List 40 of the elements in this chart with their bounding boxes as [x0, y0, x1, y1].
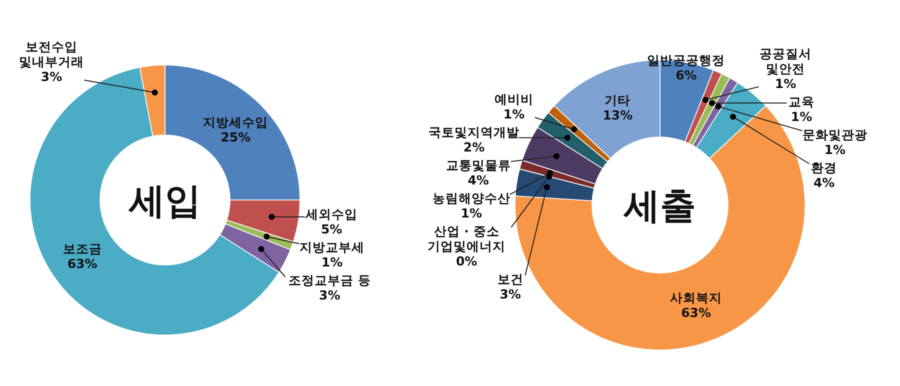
slice-label: 교육	[788, 94, 815, 109]
data-label: 6%	[676, 67, 698, 82]
data-label: 1%	[790, 108, 813, 124]
slice-label: 예비비	[494, 91, 534, 106]
data-label: 4%	[813, 174, 836, 190]
data-label: 63%	[681, 305, 712, 320]
data-label: 5%	[320, 222, 343, 237]
data-label: 1%	[460, 205, 482, 220]
data-label: 3%	[319, 288, 341, 303]
slice-label: 공공질서 및안전	[760, 46, 812, 76]
data-label: 1%	[824, 142, 846, 157]
slice-label: 조정교부금 등	[288, 272, 371, 288]
slice-label: 농림해양수산	[432, 190, 510, 206]
text: 0%	[456, 253, 478, 268]
slice-label: 보건	[497, 271, 524, 286]
slice-label: 세외수입	[304, 206, 358, 222]
data-label: 63%	[67, 256, 98, 272]
slice-label: 일반공공행정	[647, 52, 726, 68]
slice-label: 지방교부세	[300, 240, 365, 255]
slice-label: 보전수입 및내부거래	[19, 39, 84, 70]
slice-label: 기타	[604, 92, 631, 108]
data-label: 2%	[463, 139, 486, 154]
category-label: 산업 · 중소기업및에너지	[428, 223, 506, 254]
slice-label: 사회복지	[670, 290, 722, 306]
slice-label: 지방세수입	[203, 114, 268, 130]
slice-label: 국토및지역개발	[428, 124, 520, 140]
text: 세입	[128, 181, 201, 222]
data-label: 1%	[774, 76, 797, 91]
data-label: 3%	[40, 69, 63, 84]
slice-label: 문화및관광	[802, 126, 868, 142]
data-label: 25%	[220, 129, 252, 144]
data-label: 1%	[503, 106, 526, 122]
slice-label: 교통및물류	[446, 157, 511, 172]
data-label: 3%	[500, 286, 522, 302]
data-label: 4%	[468, 172, 490, 188]
slice-label: 보조금	[62, 241, 102, 256]
text: 세출	[623, 186, 696, 227]
slice-label: 환경	[811, 160, 838, 175]
data-label: 1%	[321, 254, 344, 270]
data-label: 13%	[602, 107, 634, 122]
